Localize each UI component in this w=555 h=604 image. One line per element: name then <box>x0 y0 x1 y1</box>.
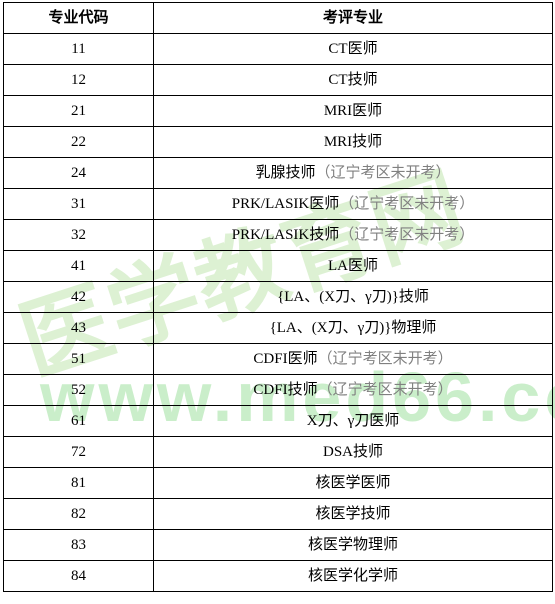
table-row: 83 核医学物理师 <box>4 530 553 561</box>
spec-text: CT医师 <box>328 41 377 57</box>
cell-spec: MRI医师 <box>154 96 553 127</box>
spec-text: {LA、(X刀、γ刀)}技师 <box>277 289 429 305</box>
specialty-table: 专业代码 考评专业 11CT医师12CT技师21MRI医师22MRI技师24乳腺… <box>3 2 553 592</box>
cell-spec: {LA、(X刀、γ刀)}物理师 <box>154 313 553 344</box>
header-spec: 考评专业 <box>154 3 553 34</box>
cell-spec: PRK/LASIK技师（辽宁考区未开考） <box>154 220 553 251</box>
cell-spec: CDFI医师（辽宁考区未开考） <box>154 344 553 375</box>
table-row: 41 LA医师 <box>4 251 553 282</box>
cell-code: 12 <box>4 65 154 96</box>
table-row: 31PRK/LASIK医师（辽宁考区未开考） <box>4 189 553 220</box>
spec-text: PRK/LASIK医师 <box>232 196 340 212</box>
table-row: 52CDFI技师（辽宁考区未开考） <box>4 375 553 406</box>
spec-text: CDFI医师 <box>253 351 317 367</box>
cell-code: 22 <box>4 127 154 158</box>
cell-code: 41 <box>4 251 154 282</box>
table-row: 43 {LA、(X刀、γ刀)}物理师 <box>4 313 553 344</box>
cell-code: 42 <box>4 282 154 313</box>
table-row: 51CDFI医师（辽宁考区未开考） <box>4 344 553 375</box>
spec-text: MRI技师 <box>324 134 382 150</box>
cell-spec: 核医学医师 <box>154 468 553 499</box>
spec-note: （辽宁考区未开考） <box>316 165 451 181</box>
cell-code: 32 <box>4 220 154 251</box>
spec-text: DSA技师 <box>323 444 383 460</box>
spec-note: （辽宁考区未开考） <box>339 196 474 212</box>
cell-code: 81 <box>4 468 154 499</box>
cell-code: 51 <box>4 344 154 375</box>
table-row: 82 核医学技师 <box>4 499 553 530</box>
cell-code: 31 <box>4 189 154 220</box>
cell-code: 82 <box>4 499 154 530</box>
table-row: 21 MRI医师 <box>4 96 553 127</box>
spec-note: （辽宁考区未开考） <box>339 227 474 243</box>
cell-spec: {LA、(X刀、γ刀)}技师 <box>154 282 553 313</box>
cell-spec: 核医学化学师 <box>154 561 553 592</box>
spec-text: 乳腺技师 <box>255 165 315 181</box>
cell-spec: MRI技师 <box>154 127 553 158</box>
spec-text: CDFI技师 <box>253 382 317 398</box>
table-row: 81 核医学医师 <box>4 468 553 499</box>
spec-text: 核医学医师 <box>315 475 390 491</box>
spec-text: X刀、γ刀医师 <box>307 413 399 429</box>
cell-code: 21 <box>4 96 154 127</box>
spec-text: 核医学技师 <box>315 506 390 522</box>
table-row: 72 DSA技师 <box>4 437 553 468</box>
cell-code: 24 <box>4 158 154 189</box>
cell-code: 84 <box>4 561 154 592</box>
cell-code: 11 <box>4 34 154 65</box>
cell-spec: LA医师 <box>154 251 553 282</box>
table-row: 61 X刀、γ刀医师 <box>4 406 553 437</box>
table-row: 11 CT医师 <box>4 34 553 65</box>
cell-code: 52 <box>4 375 154 406</box>
cell-code: 83 <box>4 530 154 561</box>
spec-note: （辽宁考区未开考） <box>318 351 453 367</box>
cell-spec: X刀、γ刀医师 <box>154 406 553 437</box>
cell-spec: 核医学物理师 <box>154 530 553 561</box>
table-header-row: 专业代码 考评专业 <box>4 3 553 34</box>
spec-text: 核医学物理师 <box>308 537 398 553</box>
spec-text: PRK/LASIK技师 <box>232 227 340 243</box>
table-row: 12 CT技师 <box>4 65 553 96</box>
table-row: 32PRK/LASIK技师（辽宁考区未开考） <box>4 220 553 251</box>
cell-spec: CT医师 <box>154 34 553 65</box>
spec-text: LA医师 <box>328 258 378 274</box>
cell-spec: PRK/LASIK医师（辽宁考区未开考） <box>154 189 553 220</box>
header-code: 专业代码 <box>4 3 154 34</box>
spec-text: 核医学化学师 <box>308 568 398 584</box>
spec-note: （辽宁考区未开考） <box>318 382 453 398</box>
cell-code: 72 <box>4 437 154 468</box>
cell-code: 43 <box>4 313 154 344</box>
table-body: 11CT医师12CT技师21MRI医师22MRI技师24乳腺技师（辽宁考区未开考… <box>4 34 553 592</box>
spec-text: MRI医师 <box>324 103 382 119</box>
cell-spec: CT技师 <box>154 65 553 96</box>
table-row: 42 {LA、(X刀、γ刀)}技师 <box>4 282 553 313</box>
cell-spec: DSA技师 <box>154 437 553 468</box>
spec-text: {LA、(X刀、γ刀)}物理师 <box>270 320 437 336</box>
cell-spec: CDFI技师（辽宁考区未开考） <box>154 375 553 406</box>
page-wrap: 医学教育网 www.med66.com 专业代码 考评专业 11CT医师12CT… <box>0 2 555 592</box>
cell-spec: 乳腺技师（辽宁考区未开考） <box>154 158 553 189</box>
cell-code: 61 <box>4 406 154 437</box>
table-row: 84 核医学化学师 <box>4 561 553 592</box>
spec-text: CT技师 <box>328 72 377 88</box>
table-row: 22 MRI技师 <box>4 127 553 158</box>
table-row: 24乳腺技师（辽宁考区未开考） <box>4 158 553 189</box>
cell-spec: 核医学技师 <box>154 499 553 530</box>
